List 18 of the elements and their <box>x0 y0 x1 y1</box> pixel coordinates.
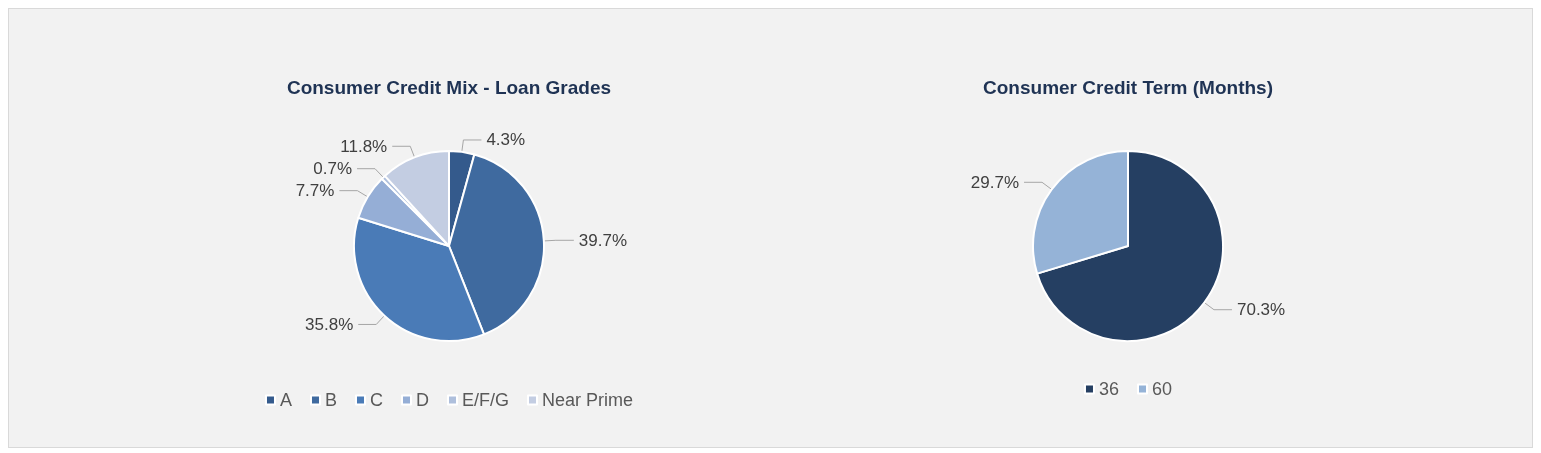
data-label: 0.7% <box>313 159 353 179</box>
legend-label: Near Prime <box>542 390 634 410</box>
data-label: 11.8% <box>340 136 388 156</box>
legend-label: E/F/G <box>461 390 510 410</box>
data-label: 7.7% <box>295 181 335 201</box>
data-label: 4.3% <box>486 130 526 150</box>
data-label: 35.8% <box>305 314 354 334</box>
data-label: 70.3% <box>1236 300 1286 320</box>
legend-label: 36 <box>1098 379 1120 399</box>
legend-label: B <box>324 390 337 410</box>
data-label: 39.7% <box>578 230 628 250</box>
data-label: 29.7% <box>970 172 1020 192</box>
chart-title: Consumer Credit Mix - Loan Grades <box>286 77 612 98</box>
legend-label: A <box>279 390 292 410</box>
legend-label: C <box>370 390 383 410</box>
chart-title: Consumer Credit Term (Months) <box>983 77 1273 98</box>
legend-label: 60 <box>1152 379 1173 399</box>
legend-label: D <box>415 390 429 410</box>
